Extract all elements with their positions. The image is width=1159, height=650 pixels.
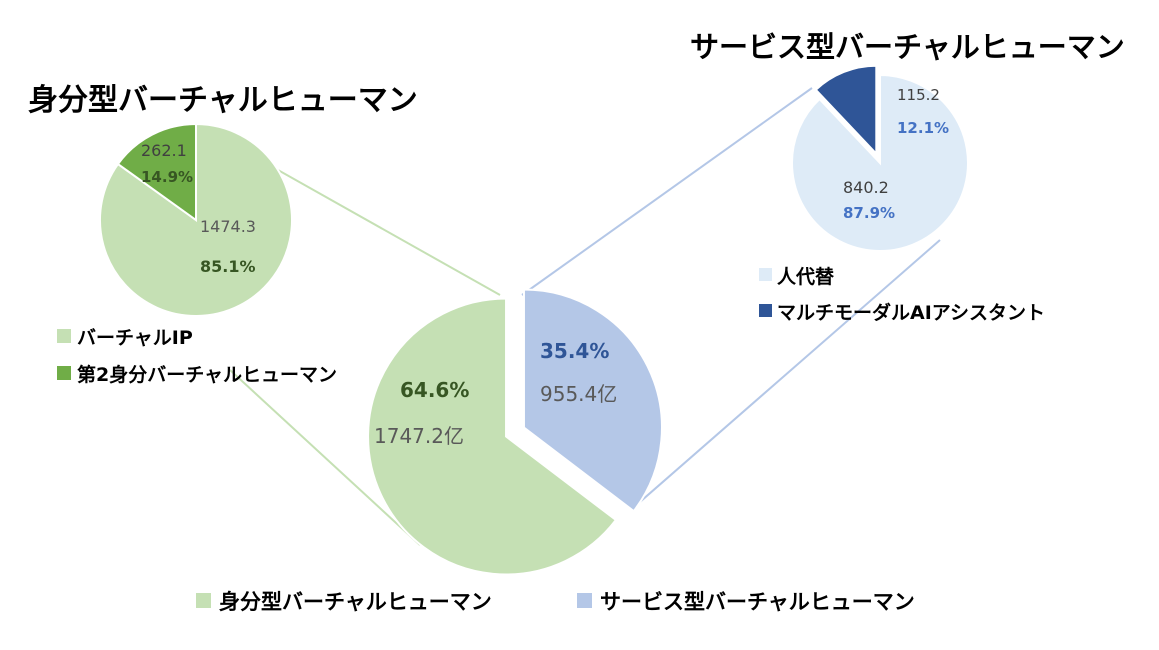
main-slice-0-value: 1747.2亿	[374, 424, 464, 448]
legend-label-multimodal-assistant: マルチモーダルAIアシスタント	[777, 301, 1045, 324]
legend-marker-identity-type	[196, 593, 211, 608]
legend-marker-multimodal-assistant	[759, 304, 772, 317]
legend-label-identity-type: 身分型バーチャルヒューマン	[219, 590, 492, 614]
right-slice-0-percent: 87.9%	[843, 204, 895, 222]
left-pie	[99, 122, 293, 317]
right-slice-1-value: 115.2	[897, 86, 940, 104]
left-slice-1-percent: 14.9%	[141, 168, 193, 186]
left-slice-1-value: 262.1	[141, 141, 187, 160]
main-pie	[367, 288, 663, 576]
connector-left-bottom	[229, 369, 421, 546]
main-pie-slice-0	[522, 288, 663, 513]
legend-marker-human-replacement	[759, 268, 772, 281]
legend-label-human-replacement: 人代替	[777, 265, 835, 288]
right-slice-1-percent: 12.1%	[897, 119, 949, 137]
connector-lines	[197, 87, 941, 546]
right-slice-0-value: 840.2	[843, 178, 889, 197]
main-pie-slice-1	[367, 297, 618, 576]
left-pie-title: 身分型バーチャルヒューマン	[28, 83, 418, 118]
main-slice-1-percent: 35.4%	[540, 339, 609, 363]
left-slice-0-value: 1474.3	[200, 217, 256, 236]
connector-right-bottom	[632, 239, 941, 509]
connector-right-top	[521, 87, 813, 296]
main-slice-0-percent: 64.6%	[400, 378, 469, 402]
left-slice-0-percent: 85.1%	[200, 257, 256, 276]
legend-marker-virtual-ip	[57, 329, 71, 343]
right-pie	[791, 64, 969, 252]
legend-label-service-type: サービス型バーチャルヒューマン	[600, 590, 915, 614]
right-pie-slice-0	[814, 64, 878, 157]
legend-label-virtual-ip: バーチャルIP	[77, 327, 193, 349]
right-pie-slice-1	[791, 73, 969, 252]
right-pie-title: サービス型バーチャルヒューマン	[690, 30, 1125, 64]
legend-marker-second-identity	[57, 366, 71, 380]
left-pie-slice-1	[116, 122, 197, 222]
legend-marker-service-type	[577, 593, 592, 608]
main-slice-1-value: 955.4亿	[540, 382, 617, 406]
legend-label-second-identity: 第2身分バーチャルヒューマン	[77, 363, 337, 386]
